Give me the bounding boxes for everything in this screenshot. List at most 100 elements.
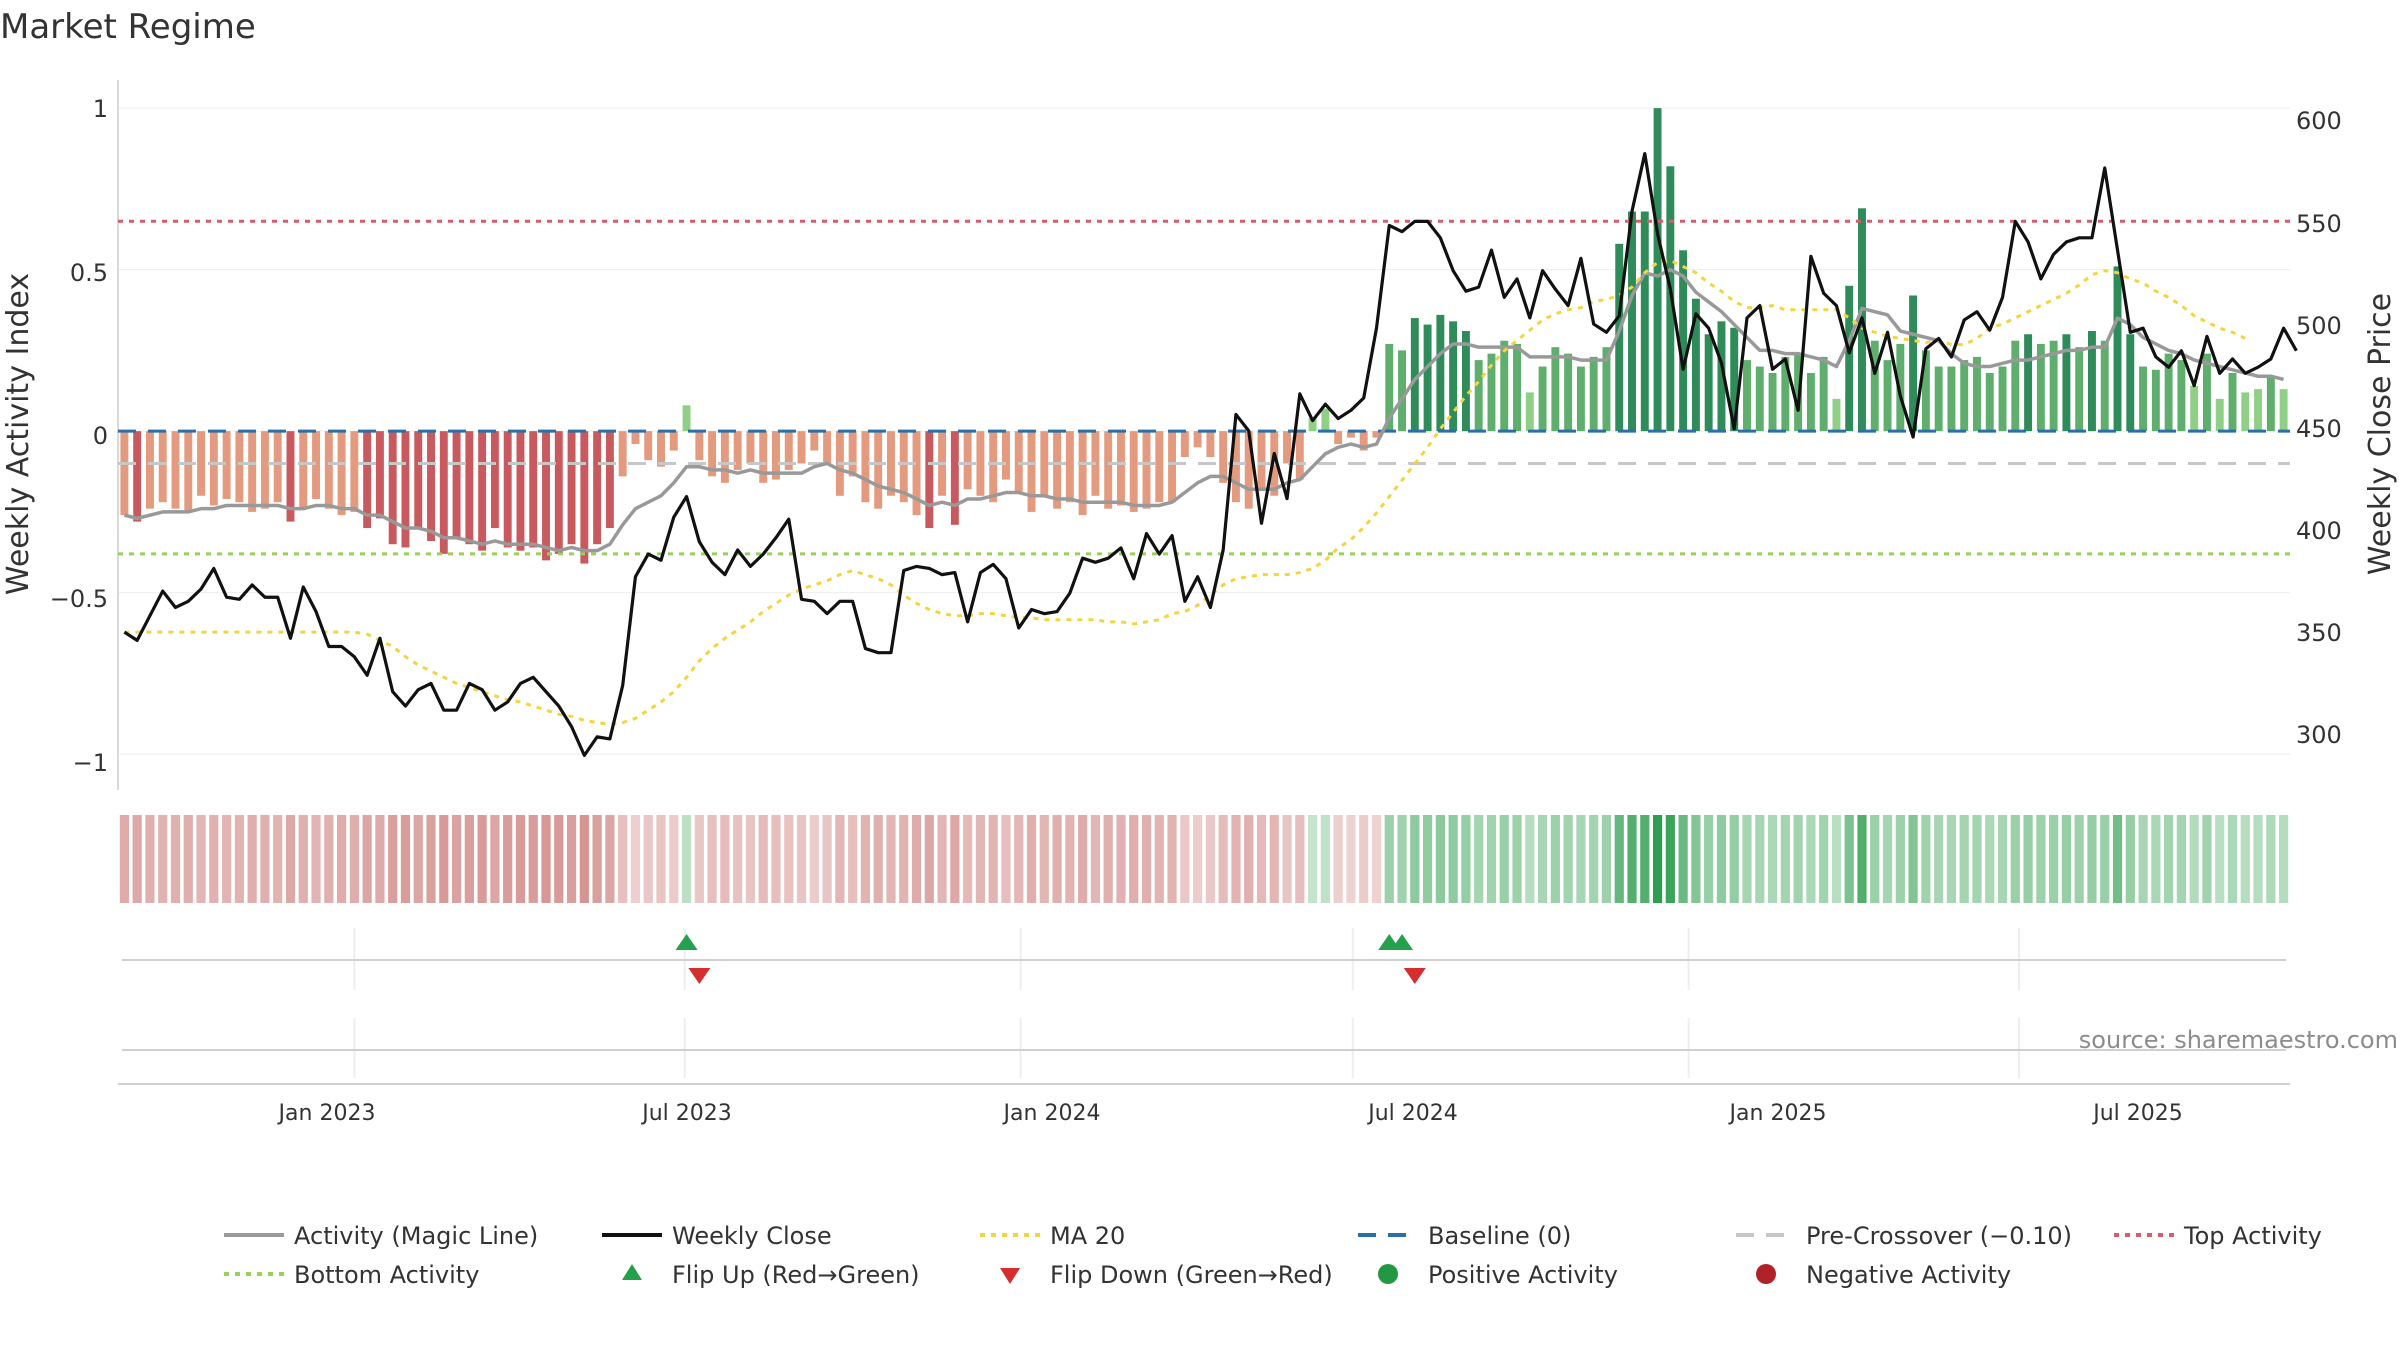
regime-strip-cell	[132, 815, 142, 903]
regime-strip-cell	[1614, 815, 1624, 903]
activity-bar	[312, 431, 320, 499]
left-y-tick-label: 0	[93, 422, 108, 450]
legend-item: Pre-Crossover (−0.10)	[1736, 1222, 2072, 1250]
activity-bar	[1180, 431, 1189, 457]
legend-swatch-positive-dot-icon	[1378, 1264, 1398, 1284]
activity-bar	[874, 431, 883, 509]
regime-strip-cell	[681, 815, 692, 903]
regime-strip-cell	[566, 815, 577, 903]
activity-bar	[401, 431, 410, 548]
activity-bar	[1883, 360, 1892, 432]
regime-strip-cell	[1001, 815, 1011, 903]
regime-strip-cell	[1039, 815, 1049, 903]
activity-bar	[657, 431, 665, 467]
activity-bar	[209, 431, 218, 506]
activity-bar	[1065, 431, 1074, 503]
activity-bar	[1219, 431, 1228, 483]
regime-strip-cell	[388, 815, 398, 903]
activity-bar	[1615, 243, 1624, 432]
activity-bar	[695, 431, 704, 461]
legend-label: Baseline (0)	[1428, 1222, 1571, 1250]
regime-strip-cell	[413, 815, 423, 903]
legend-item: Baseline (0)	[1358, 1222, 1571, 1250]
activity-bar	[388, 431, 397, 545]
activity-bar	[1116, 431, 1125, 506]
activity-bar	[1551, 347, 1560, 432]
activity-bar	[580, 431, 589, 564]
activity-bar	[452, 431, 461, 538]
activity-bar	[1819, 356, 1828, 432]
regime-strip-cell	[771, 815, 781, 903]
activity-bar	[363, 431, 372, 529]
legend-label: Pre-Crossover (−0.10)	[1806, 1222, 2072, 1250]
regime-strip-cell	[503, 815, 513, 903]
activity-bar	[2100, 340, 2109, 432]
regime-strip-cell	[1116, 815, 1126, 903]
activity-bar	[1283, 431, 1292, 464]
regime-strip-cell	[1627, 815, 1637, 903]
activity-bar	[1896, 343, 1905, 432]
legend-item: Negative Activity	[1756, 1261, 2011, 1289]
regime-strip-cell	[1729, 815, 1739, 903]
regime-strip-cell	[1550, 815, 1560, 903]
activity-bar	[1385, 343, 1394, 432]
ma20-series	[124, 258, 2246, 727]
left-y-tick-label: −1	[73, 749, 108, 777]
regime-strip-cell	[2138, 815, 2148, 903]
legend-swatch-negative-dot-icon	[1756, 1264, 1776, 1284]
regime-strip-cell	[1461, 815, 1471, 903]
regime-strip-cell	[1359, 815, 1369, 903]
legend-swatch-flip-down-icon	[1000, 1268, 1020, 1284]
activity-bar	[976, 431, 985, 496]
activity-bar	[350, 431, 359, 512]
regime-strip-cell	[1882, 815, 1893, 903]
regime-strip-cell	[1652, 815, 1663, 903]
activity-bar	[375, 431, 384, 519]
activity-bar	[1334, 431, 1343, 445]
regime-strip-cell	[796, 815, 807, 903]
activity-bar	[1768, 373, 1777, 432]
regime-strip-cell	[2164, 815, 2174, 903]
regime-strip-cell	[362, 815, 372, 903]
activity-bar	[1104, 431, 1113, 509]
right-y-tick-label: 500	[2296, 312, 2342, 340]
activity-bar	[427, 431, 435, 541]
activity-bar	[2228, 373, 2237, 432]
activity-bar	[1359, 431, 1368, 451]
regime-strip-cell	[2189, 815, 2199, 903]
legend-item: MA 20	[980, 1222, 1125, 1250]
activity-bar	[618, 431, 627, 477]
regime-strip-cell	[707, 815, 717, 903]
regime-strip-cell	[2010, 815, 2020, 903]
activity-bar	[1461, 331, 1470, 432]
activity-bar	[1168, 431, 1177, 503]
activity-bar	[1142, 431, 1151, 509]
regime-strip-cell	[1154, 815, 1164, 903]
regime-strip-cell	[1026, 815, 1037, 903]
activity-bar	[2190, 385, 2199, 432]
x-tick-label: Jan 2024	[1002, 1101, 1101, 1126]
activity-bar	[260, 431, 269, 509]
activity-bar	[593, 431, 602, 545]
regime-strip-cell	[758, 815, 768, 903]
activity-bar	[516, 431, 525, 551]
regime-strip-cell	[1831, 815, 1842, 903]
activity-bar	[1244, 431, 1253, 509]
activity-bar	[567, 431, 576, 545]
legend-swatch-flip-up-icon	[622, 1264, 642, 1280]
regime-strip-cell	[924, 815, 934, 903]
regime-strip-cell	[311, 815, 321, 903]
legend-label: MA 20	[1050, 1222, 1125, 1250]
regime-strip-cell	[835, 815, 845, 903]
activity-bar	[2011, 340, 2020, 432]
activity-bar	[784, 431, 793, 470]
regime-strip-cell	[937, 815, 947, 903]
activity-bar	[823, 431, 832, 464]
activity-bar	[1155, 431, 1164, 503]
activity-bar	[1755, 366, 1764, 432]
activity-bar	[1576, 366, 1585, 432]
legend-item: Weekly Close	[602, 1222, 832, 1250]
regime-strip-cell	[1486, 815, 1497, 903]
